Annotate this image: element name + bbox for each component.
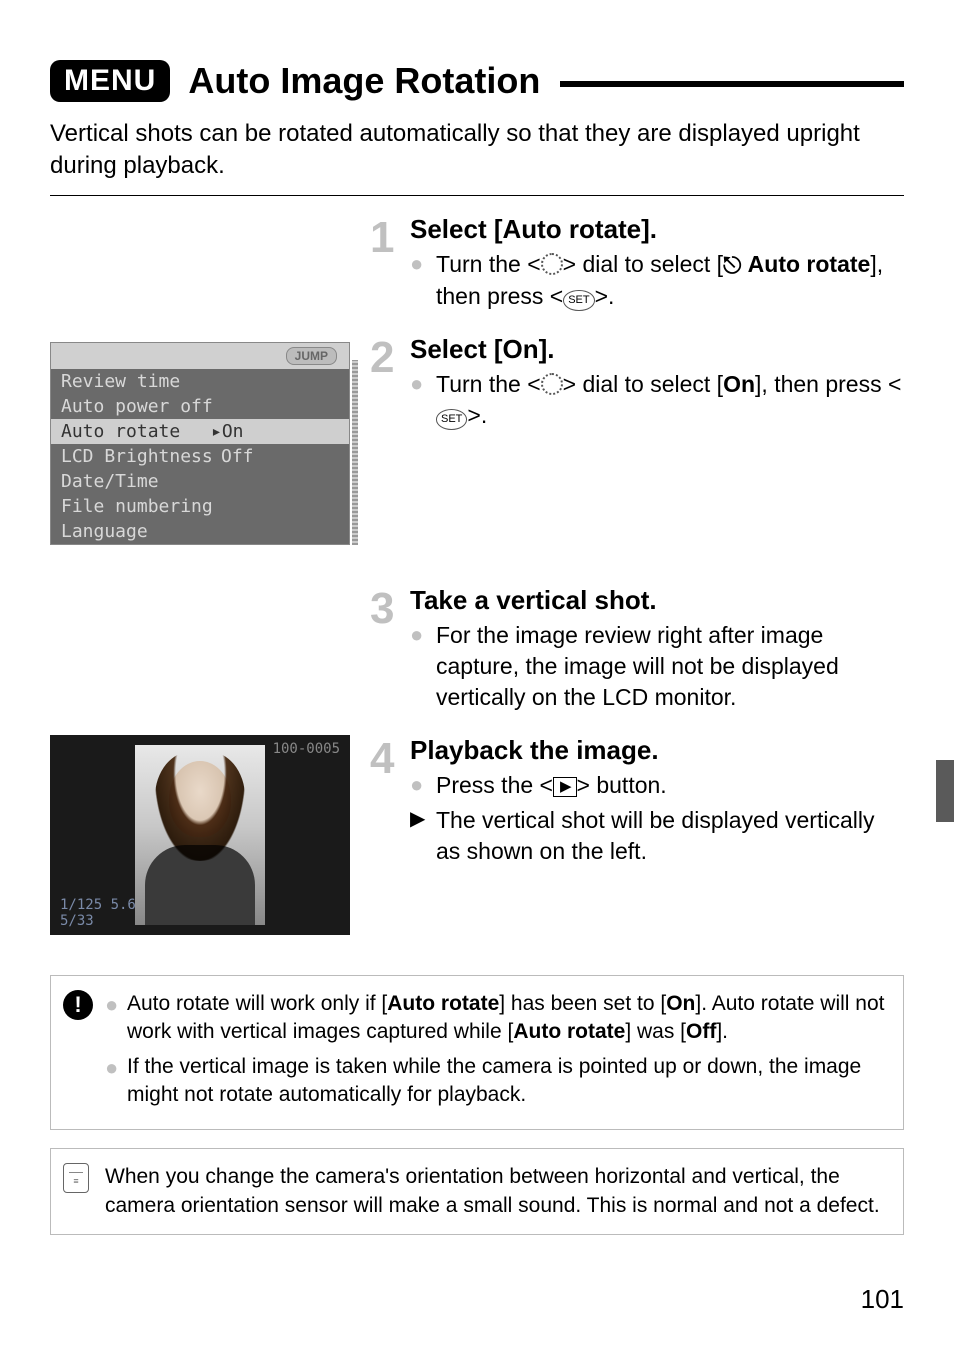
note-text: When you change the camera's orientation… [105,1163,887,1220]
note-text: Auto rotate will work only if [Auto rota… [127,990,887,1047]
bullet-icon: ● [105,1053,127,1110]
lcd-row: Auto power off [51,394,349,419]
note-bullet: ● If the vertical image is taken while t… [105,1053,887,1110]
step-3: 3 Take a vertical shot. ● For the image … [50,585,904,717]
lcd-row: LCD BrightnessOff [51,444,349,469]
step-number: 3 [370,587,410,717]
bullet-text: The vertical shot will be displayed vert… [436,805,904,867]
lcd-menu-screenshot: JUMP Review time Auto power off Auto rot… [50,334,350,545]
jump-badge: JUMP [286,347,337,365]
set-icon: SET [563,290,594,311]
info-note: ≡ When you change the camera's orientati… [50,1148,904,1235]
step-heading: Select [On]. [410,334,904,365]
dial-icon [541,373,563,395]
step-number: 1 [370,216,410,316]
bullet-text: For the image review right after image c… [436,620,904,713]
lcd-row: Language [51,519,349,544]
bullet-text: Press the <▶> button. [436,770,904,801]
page-header: MENU Auto Image Rotation [50,60,904,102]
bullet-text: Turn the <> dial to select [⎋ Auto rotat… [436,249,904,312]
bullet-icon: ● [410,620,436,713]
lcd-row-selected: Auto rotate▸On [51,419,349,444]
warning-icon: ! [63,990,93,1020]
dial-icon [541,253,563,275]
bullet-icon: ● [410,249,436,312]
menu-badge: MENU [50,60,170,102]
lcd-row: Review time [51,369,349,394]
warning-note: ! ● Auto rotate will work only if [Auto … [50,975,904,1130]
bullet-icon: ● [105,990,127,1047]
page-number: 101 [861,1284,904,1315]
step-2: JUMP Review time Auto power off Auto rot… [50,334,904,545]
step-bullet: ● Turn the <> dial to select [⎋ Auto rot… [410,249,904,312]
step-heading: Take a vertical shot. [410,585,904,616]
lcd-row: File numbering [51,494,349,519]
step-heading: Playback the image. [410,735,904,766]
step-heading: Select [Auto rotate]. [410,214,904,245]
bullet-text: Turn the <> dial to select [On], then pr… [436,369,904,431]
step-bullet: ● Press the <▶> button. [410,770,904,801]
step-bullet: ▶ The vertical shot will be displayed ve… [410,805,904,867]
section-tab [936,760,954,822]
portrait-photo [135,745,265,925]
step-4: 100-0005 1/125 5.6 5/33 4 Playback the i… [50,735,904,935]
step-1: 1 Select [Auto rotate]. ● Turn the <> di… [50,214,904,316]
play-icon: ▶ [553,777,577,797]
step-number: 2 [370,336,410,545]
page-title: Auto Image Rotation [188,60,540,102]
lcd-scrollbar [352,360,358,545]
playback-screenshot: 100-0005 1/125 5.6 5/33 [50,735,350,935]
info-icon: ≡ [63,1163,89,1193]
title-rule [560,81,904,87]
note-text: If the vertical image is taken while the… [127,1053,887,1110]
image-counter: 100-0005 [273,741,340,757]
set-icon: SET [436,409,467,430]
step-number: 4 [370,737,410,935]
exposure-info: 1/125 5.6 [60,897,136,913]
frame-info: 5/33 [60,913,94,929]
step-bullet: ● Turn the <> dial to select [On], then … [410,369,904,431]
intro-text: Vertical shots can be rotated automatica… [50,118,904,196]
result-arrow-icon: ▶ [410,805,436,867]
bullet-icon: ● [410,770,436,801]
bullet-icon: ● [410,369,436,431]
orientation-icon: ⎋ [723,250,741,281]
note-bullet: ● Auto rotate will work only if [Auto ro… [105,990,887,1047]
lcd-row: Date/Time [51,469,349,494]
step-bullet: ● For the image review right after image… [410,620,904,713]
